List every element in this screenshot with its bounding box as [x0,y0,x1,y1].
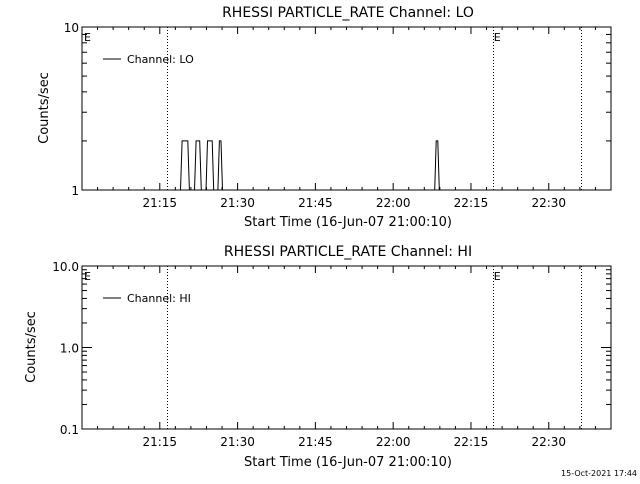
data-series [82,140,611,191]
legend: Channel: LO [103,53,194,66]
x-ticks: 21:15 21:30 21:45 22:00 22:15 22:30 [81,266,612,449]
x-tick-label: 22:00 [376,196,411,210]
x-tick-label: 22:00 [376,435,411,449]
x-tick-label: 21:15 [142,196,177,210]
plot-frame [81,26,612,191]
x-tick-label: 22:15 [454,435,489,449]
x-tick-label: 21:45 [298,196,333,210]
panel-lo: RHESSI PARTICLE_RATE Channel: LO Counts/… [37,5,612,230]
y-ticks: 0.1 1.0 10.0 [52,260,611,437]
event-marker-label: E [494,270,501,283]
x-tick-label: 22:30 [531,435,566,449]
x-axis-label: Start Time (16-Jun-07 21:00:10) [244,455,452,470]
y-tick-label: 1 [71,184,79,198]
x-tick-label: 21:45 [298,435,333,449]
x-tick-label: 22:30 [531,196,566,210]
plot-frame [81,265,612,430]
x-axis-label: Start Time (16-Jun-07 21:00:10) [244,215,452,230]
x-ticks: 21:15 21:30 21:45 22:00 22:15 22:30 [81,27,612,210]
y-axis-label: Counts/sec [24,311,39,383]
y-tick-label: 1.0 [60,342,79,356]
x-tick-label: 21:15 [142,435,177,449]
legend: Channel: HI [103,292,191,305]
vertical-lines [167,27,582,190]
y-axis-label: Counts/sec [37,72,52,144]
event-marker-label: E [84,31,91,44]
x-tick-label: 22:15 [454,196,489,210]
y-tick-label: 10.0 [52,260,79,274]
legend-label: Channel: HI [127,292,191,305]
chart-title: RHESSI PARTICLE_RATE Channel: HI [224,244,472,260]
y-tick-label: 10 [64,21,79,35]
chart-title: RHESSI PARTICLE_RATE Channel: LO [222,5,474,21]
legend-label: Channel: LO [127,53,194,66]
y-tick-label: 0.1 [60,423,79,437]
footer-timestamp: 15-Oct-2021 17:44 [561,469,637,478]
panel-hi: RHESSI PARTICLE_RATE Channel: HI Counts/… [24,244,612,470]
x-tick-label: 21:30 [220,435,255,449]
vertical-lines [167,266,582,429]
series-line [82,140,611,191]
event-marker-label: E [84,270,91,283]
x-tick-label: 21:30 [220,196,255,210]
event-marker-label: E [494,31,501,44]
y-ticks: 1 10 [64,21,611,198]
